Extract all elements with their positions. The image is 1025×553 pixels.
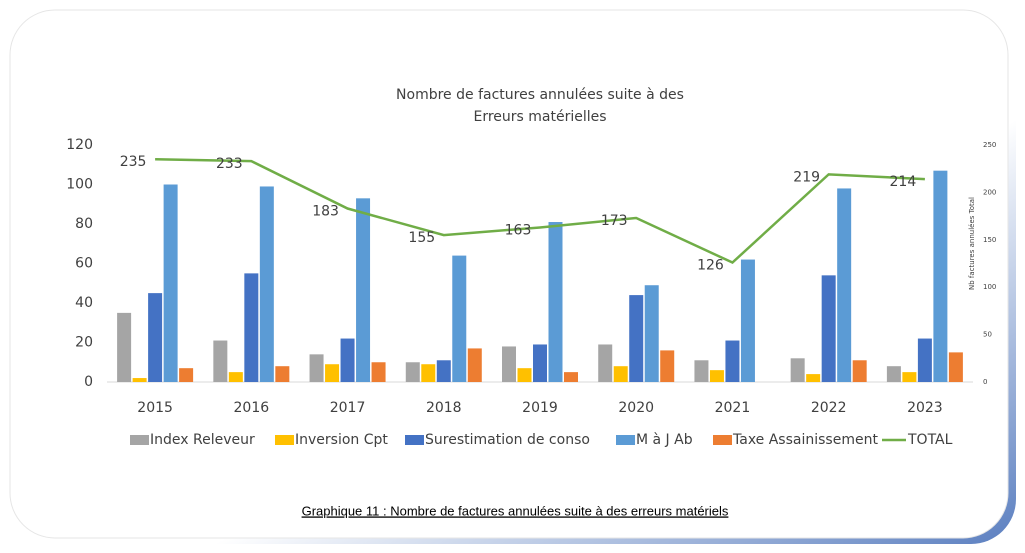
bar: [902, 372, 917, 382]
bar: [228, 372, 243, 382]
bar: [436, 360, 451, 382]
y-tick-label: 60: [75, 256, 93, 272]
y-tick-label: 40: [75, 295, 93, 311]
bar: [660, 350, 675, 382]
line: [155, 157, 925, 265]
bar: [275, 366, 290, 382]
bar: [356, 198, 371, 382]
x-tick-label: 2022: [811, 400, 847, 416]
bar: [452, 255, 467, 382]
legend-swatch: [713, 435, 732, 445]
x-tick-label: 2021: [715, 400, 751, 416]
bar: [325, 364, 340, 382]
bar: [709, 370, 724, 382]
caption: Graphique 11 : Nombre de factures annulé…: [302, 503, 729, 518]
bar: [886, 366, 901, 382]
legend-label: TOTAL: [907, 432, 953, 448]
bar: [148, 293, 163, 382]
x-tick-label: 2015: [137, 400, 173, 416]
data-label: 214: [890, 174, 917, 190]
bar: [340, 338, 355, 382]
bar: [309, 354, 324, 382]
bar: [371, 362, 386, 382]
bar: [405, 362, 420, 382]
bar: [259, 186, 274, 382]
y2-tick-label: 0: [983, 378, 987, 386]
bar: [740, 259, 755, 382]
y-tick-label: 120: [66, 137, 93, 153]
bar: [852, 360, 867, 382]
data-label: 155: [408, 230, 435, 246]
y2-axis-label: Nb factures annulées Total: [968, 197, 976, 290]
bar: [917, 338, 932, 382]
x-tick-label: 2016: [234, 400, 270, 416]
chart-title: Nombre de factures annulées suite à des: [396, 87, 684, 103]
bar: [613, 366, 628, 382]
legend-label: Taxe Assainissement: [732, 432, 878, 448]
data-label: 126: [697, 258, 724, 274]
legend-label: Index Releveur: [150, 432, 255, 448]
y2-tick-label: 100: [983, 283, 996, 291]
bar: [517, 368, 532, 382]
bar: [163, 184, 178, 382]
bar: [644, 285, 659, 382]
legend-swatch: [130, 435, 149, 445]
x-tick-label: 2017: [330, 400, 366, 416]
x-tick-label: 2023: [907, 400, 943, 416]
legend-swatch: [616, 435, 635, 445]
bar: [179, 368, 194, 382]
data-label: 183: [312, 204, 339, 220]
bar: [132, 378, 147, 382]
bar: [725, 340, 740, 382]
bar: [694, 360, 709, 382]
legend-swatch: [275, 435, 294, 445]
data-label: 219: [793, 169, 820, 185]
data-label: 233: [216, 156, 243, 172]
bar: [837, 188, 852, 382]
legend-label: Inversion Cpt: [295, 432, 388, 448]
bar: [629, 295, 644, 382]
legend-label: M à J Ab: [636, 432, 693, 448]
bar: [548, 222, 563, 382]
bar: [421, 364, 436, 382]
data-label: 173: [601, 213, 628, 229]
y2-tick-label: 250: [983, 141, 996, 149]
x-tick-label: 2019: [522, 400, 558, 416]
y-tick-label: 0: [84, 374, 93, 390]
bar: [821, 275, 836, 382]
x-tick-label: 2018: [426, 400, 462, 416]
y2-tick-label: 200: [983, 188, 996, 196]
frame: [9, 9, 1009, 539]
bar: [598, 344, 613, 382]
data-label: 163: [505, 222, 532, 238]
legend-label: Surestimation de conso: [425, 432, 590, 448]
bar: [213, 340, 228, 382]
chart-title: Erreurs matérielles: [473, 109, 606, 125]
bar: [933, 170, 948, 382]
y2-tick-label: 50: [983, 331, 992, 339]
bar: [806, 374, 821, 382]
y-tick-label: 80: [75, 216, 93, 232]
bar: [117, 312, 132, 382]
bar: [790, 358, 805, 382]
bar: [502, 346, 516, 382]
bar: [948, 352, 963, 382]
bar: [244, 273, 259, 382]
x-tick-label: 2020: [618, 400, 654, 416]
y-tick-label: 20: [75, 335, 93, 351]
bar: [564, 372, 578, 382]
bar: [533, 344, 547, 382]
y-tick-label: 100: [66, 177, 93, 193]
data-label: 235: [120, 154, 147, 170]
bar: [467, 348, 482, 382]
legend-swatch: [405, 435, 424, 445]
y2-tick-label: 150: [983, 236, 996, 244]
